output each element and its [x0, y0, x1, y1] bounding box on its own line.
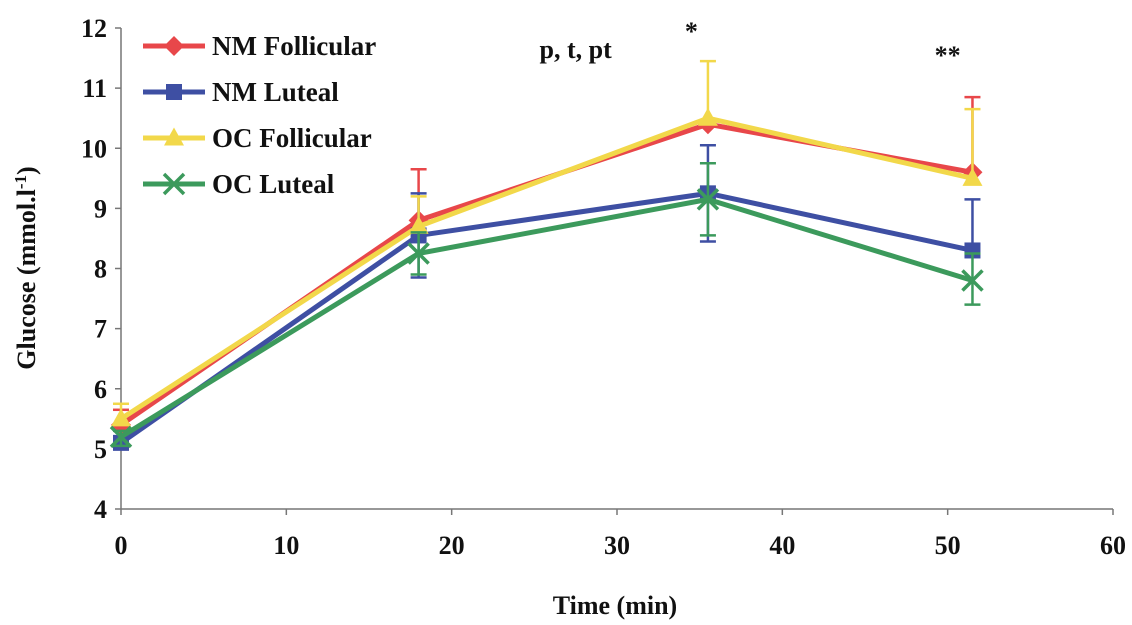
legend-label: NM Luteal: [212, 77, 339, 107]
annotation-text: p, t, pt: [540, 35, 613, 64]
x-tick-label: 50: [935, 531, 961, 560]
series-oc-luteal: [109, 162, 984, 449]
y-tick-label: 6: [94, 375, 107, 404]
legend-marker: [164, 127, 184, 146]
legend-marker: [164, 36, 184, 56]
legend-marker: [162, 172, 186, 196]
legend-marker: [166, 84, 182, 100]
x-tick-label: 0: [115, 531, 128, 560]
y-tick-label: 7: [94, 315, 107, 344]
y-tick-label: 11: [82, 74, 107, 103]
y-tick-label: 10: [81, 134, 107, 163]
series-line: [119, 190, 973, 445]
y-tick-label: 12: [81, 14, 107, 43]
data-point: [696, 188, 720, 211]
y-tick-label: 4: [94, 495, 107, 524]
data-point: [962, 167, 983, 186]
data-point: [111, 408, 131, 427]
annotation-text: **: [935, 41, 961, 70]
series-line: [119, 115, 974, 421]
legend-item: OC Follicular: [143, 123, 372, 153]
data-point: [408, 215, 429, 234]
data-point: [407, 242, 430, 265]
x-axis-title: Time (min): [553, 591, 677, 620]
y-tick-label: 9: [94, 194, 107, 223]
series-oc-follicular: [111, 59, 983, 427]
x-tick-label: 60: [1100, 531, 1126, 560]
legend-label: OC Luteal: [212, 169, 335, 199]
y-tick-label: 8: [94, 255, 107, 284]
y-tick-label: 5: [94, 435, 107, 464]
data-point: [109, 425, 133, 449]
axes: 4 5 6 7 8 9 10 11 12 0 10 20 30 40 50 60: [81, 14, 1126, 560]
x-tick-label: 10: [273, 531, 299, 560]
annotations: p, t, pt***: [540, 17, 961, 70]
x-tick-label: 40: [769, 531, 795, 560]
data-point: [961, 269, 984, 292]
legend-label: NM Follicular: [212, 31, 376, 61]
legend: NM Follicular NM Luteal OC Follicular OC Lu…: [143, 31, 376, 199]
y-axis-title-close: ): [12, 166, 41, 175]
y-axis-title-sup: -1: [11, 175, 30, 189]
x-tick-label: 20: [439, 531, 465, 560]
legend-item: OC Luteal: [143, 169, 335, 199]
legend-item: NM Follicular: [143, 31, 376, 61]
legend-label: OC Follicular: [212, 123, 372, 153]
y-axis-title: Glucose (mmol.l-1): [11, 166, 42, 369]
series-layer: [109, 59, 984, 451]
x-tick-label: 30: [604, 531, 630, 560]
y-axis-title-main: Glucose (mmol.l: [12, 189, 41, 370]
data-point: [697, 107, 718, 126]
legend-item: NM Luteal: [143, 77, 339, 107]
annotation-text: *: [685, 17, 698, 46]
series-line: [119, 196, 974, 439]
